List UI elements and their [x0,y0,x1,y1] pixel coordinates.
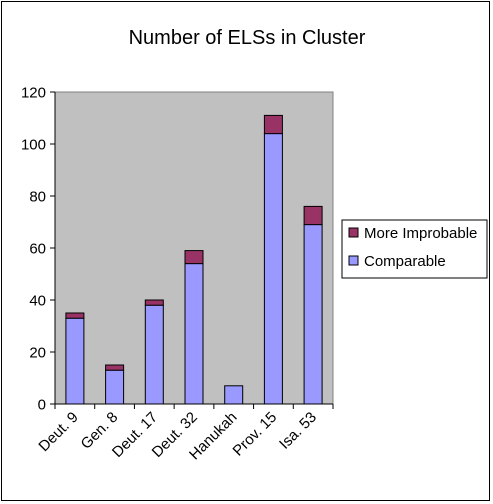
bar-more-improbable-6 [303,205,323,226]
legend-label: More Improbable [364,225,477,242]
bar-comparable-0 [65,317,85,405]
chart-title: Number of ELSs in Cluster [129,27,366,49]
bar-comparable-3 [184,263,204,405]
bar-comparable-5 [263,133,283,405]
y-tick-label: 0 [38,397,46,414]
legend-box [341,219,488,279]
bar-more-improbable-3 [184,250,204,265]
bar-more-improbable-2 [144,299,164,306]
y-tick-label: 20 [29,345,46,362]
y-tick-label: 120 [21,85,46,102]
bar-comparable-1 [105,369,125,405]
bar-more-improbable-1 [105,364,125,371]
bar-comparable-4 [224,385,244,405]
bar-more-improbable-0 [65,312,85,319]
y-tick-label: 60 [29,241,46,258]
bar-comparable-2 [144,304,164,405]
bar-comparable-6 [303,224,323,405]
bar-more-improbable-5 [263,114,283,135]
legend-label: Comparable [364,253,446,270]
y-tick-label: 100 [21,137,46,154]
x-tick-label: Deut. 9 [35,409,81,455]
y-tick-label: 80 [29,189,46,206]
legend: More Improbable Comparable [341,219,488,279]
x-tick-label: Prov. 15 [230,409,281,460]
legend-swatch [348,227,359,238]
legend-swatch [348,255,359,266]
x-tick-label: Isa. 53 [276,409,320,453]
y-tick-label: 40 [29,293,46,310]
